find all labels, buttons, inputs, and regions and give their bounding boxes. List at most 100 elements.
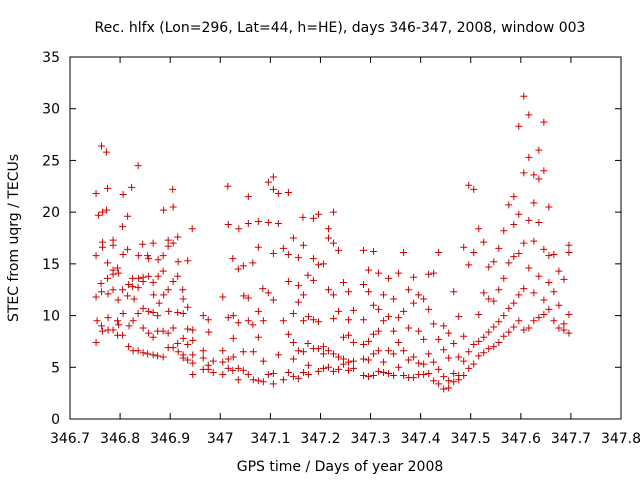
data-point bbox=[219, 371, 227, 379]
data-point bbox=[490, 258, 498, 266]
data-point bbox=[375, 327, 383, 335]
data-point bbox=[495, 318, 503, 326]
data-point bbox=[240, 292, 248, 300]
data-point bbox=[535, 146, 543, 154]
data-point bbox=[505, 328, 513, 336]
data-point bbox=[169, 239, 177, 247]
data-point bbox=[500, 312, 508, 320]
data-point bbox=[540, 296, 548, 304]
data-point bbox=[155, 299, 163, 307]
data-point bbox=[329, 367, 337, 375]
data-point bbox=[510, 299, 518, 307]
data-point bbox=[98, 142, 106, 150]
data-point bbox=[319, 350, 327, 358]
data-point bbox=[189, 359, 197, 367]
data-point bbox=[109, 270, 117, 278]
data-point bbox=[465, 261, 473, 269]
data-point bbox=[229, 255, 237, 263]
data-point bbox=[254, 243, 262, 251]
data-point bbox=[365, 356, 373, 364]
data-point bbox=[97, 280, 105, 288]
axis-tick-labels: 346.7 346.8 346.9 347 347.1 347.2 347.3 347.4 34… bbox=[42, 50, 640, 447]
data-point bbox=[455, 313, 463, 321]
data-point bbox=[395, 363, 403, 371]
data-point bbox=[375, 269, 383, 277]
data-point bbox=[119, 223, 127, 231]
data-point bbox=[535, 314, 543, 322]
data-point bbox=[135, 252, 143, 260]
data-point bbox=[224, 355, 232, 363]
data-point bbox=[420, 360, 428, 368]
data-point bbox=[119, 331, 127, 339]
data-point bbox=[294, 298, 302, 306]
data-point bbox=[400, 248, 408, 256]
data-point bbox=[345, 288, 353, 296]
data-point bbox=[324, 286, 332, 294]
data-point bbox=[520, 92, 528, 100]
data-point bbox=[119, 286, 127, 294]
data-point bbox=[229, 334, 237, 342]
data-point bbox=[525, 153, 533, 161]
data-point bbox=[269, 369, 277, 377]
data-point bbox=[370, 350, 378, 358]
data-point bbox=[329, 239, 337, 247]
x-tick-label: 347.2 bbox=[300, 431, 340, 447]
data-point bbox=[104, 259, 112, 267]
data-point bbox=[104, 274, 112, 282]
x-tick-label: 346.7 bbox=[50, 431, 90, 447]
data-point bbox=[249, 259, 257, 267]
data-point bbox=[485, 328, 493, 336]
data-point bbox=[510, 253, 518, 261]
data-point bbox=[385, 369, 393, 377]
data-point bbox=[274, 190, 282, 198]
data-point bbox=[159, 252, 167, 260]
data-point bbox=[134, 162, 142, 170]
data-point bbox=[515, 250, 523, 258]
data-point bbox=[304, 361, 312, 369]
x-tick-label: 347.8 bbox=[601, 431, 640, 447]
data-point bbox=[249, 348, 257, 356]
data-point bbox=[555, 267, 563, 275]
data-point bbox=[244, 371, 252, 379]
data-point bbox=[130, 295, 138, 303]
data-point bbox=[93, 317, 101, 325]
chart-title: Rec. hlfx (Lon=296, Lat=44, h=HE), days … bbox=[95, 20, 586, 36]
data-point bbox=[465, 364, 473, 372]
data-point bbox=[149, 333, 157, 341]
data-point bbox=[254, 333, 262, 341]
y-tick-label: 20 bbox=[42, 205, 60, 221]
data-point bbox=[329, 315, 337, 323]
data-point bbox=[219, 347, 227, 355]
data-point bbox=[440, 385, 448, 393]
data-point bbox=[530, 237, 538, 245]
x-tick-label: 347.5 bbox=[451, 431, 491, 447]
data-point bbox=[490, 343, 498, 351]
data-point bbox=[555, 301, 563, 309]
data-point bbox=[345, 331, 353, 339]
data-point bbox=[530, 199, 538, 207]
data-point bbox=[309, 316, 317, 324]
data-point bbox=[425, 350, 433, 358]
data-point bbox=[365, 288, 373, 296]
data-point bbox=[299, 368, 307, 376]
data-point bbox=[390, 372, 398, 380]
data-point bbox=[490, 297, 498, 305]
data-point bbox=[259, 357, 267, 365]
data-point bbox=[149, 278, 157, 286]
data-point bbox=[98, 288, 106, 296]
data-point bbox=[545, 278, 553, 286]
data-point bbox=[535, 175, 543, 183]
data-point bbox=[234, 319, 242, 327]
data-point bbox=[329, 208, 337, 216]
data-point bbox=[264, 218, 272, 226]
data-point bbox=[274, 220, 282, 228]
data-point bbox=[505, 201, 513, 209]
data-point bbox=[470, 248, 478, 256]
data-point bbox=[485, 295, 493, 303]
data-point bbox=[450, 339, 458, 347]
data-point bbox=[128, 183, 136, 191]
data-point bbox=[103, 148, 111, 156]
data-point bbox=[169, 344, 177, 352]
data-point bbox=[460, 372, 468, 380]
data-point bbox=[299, 213, 307, 221]
